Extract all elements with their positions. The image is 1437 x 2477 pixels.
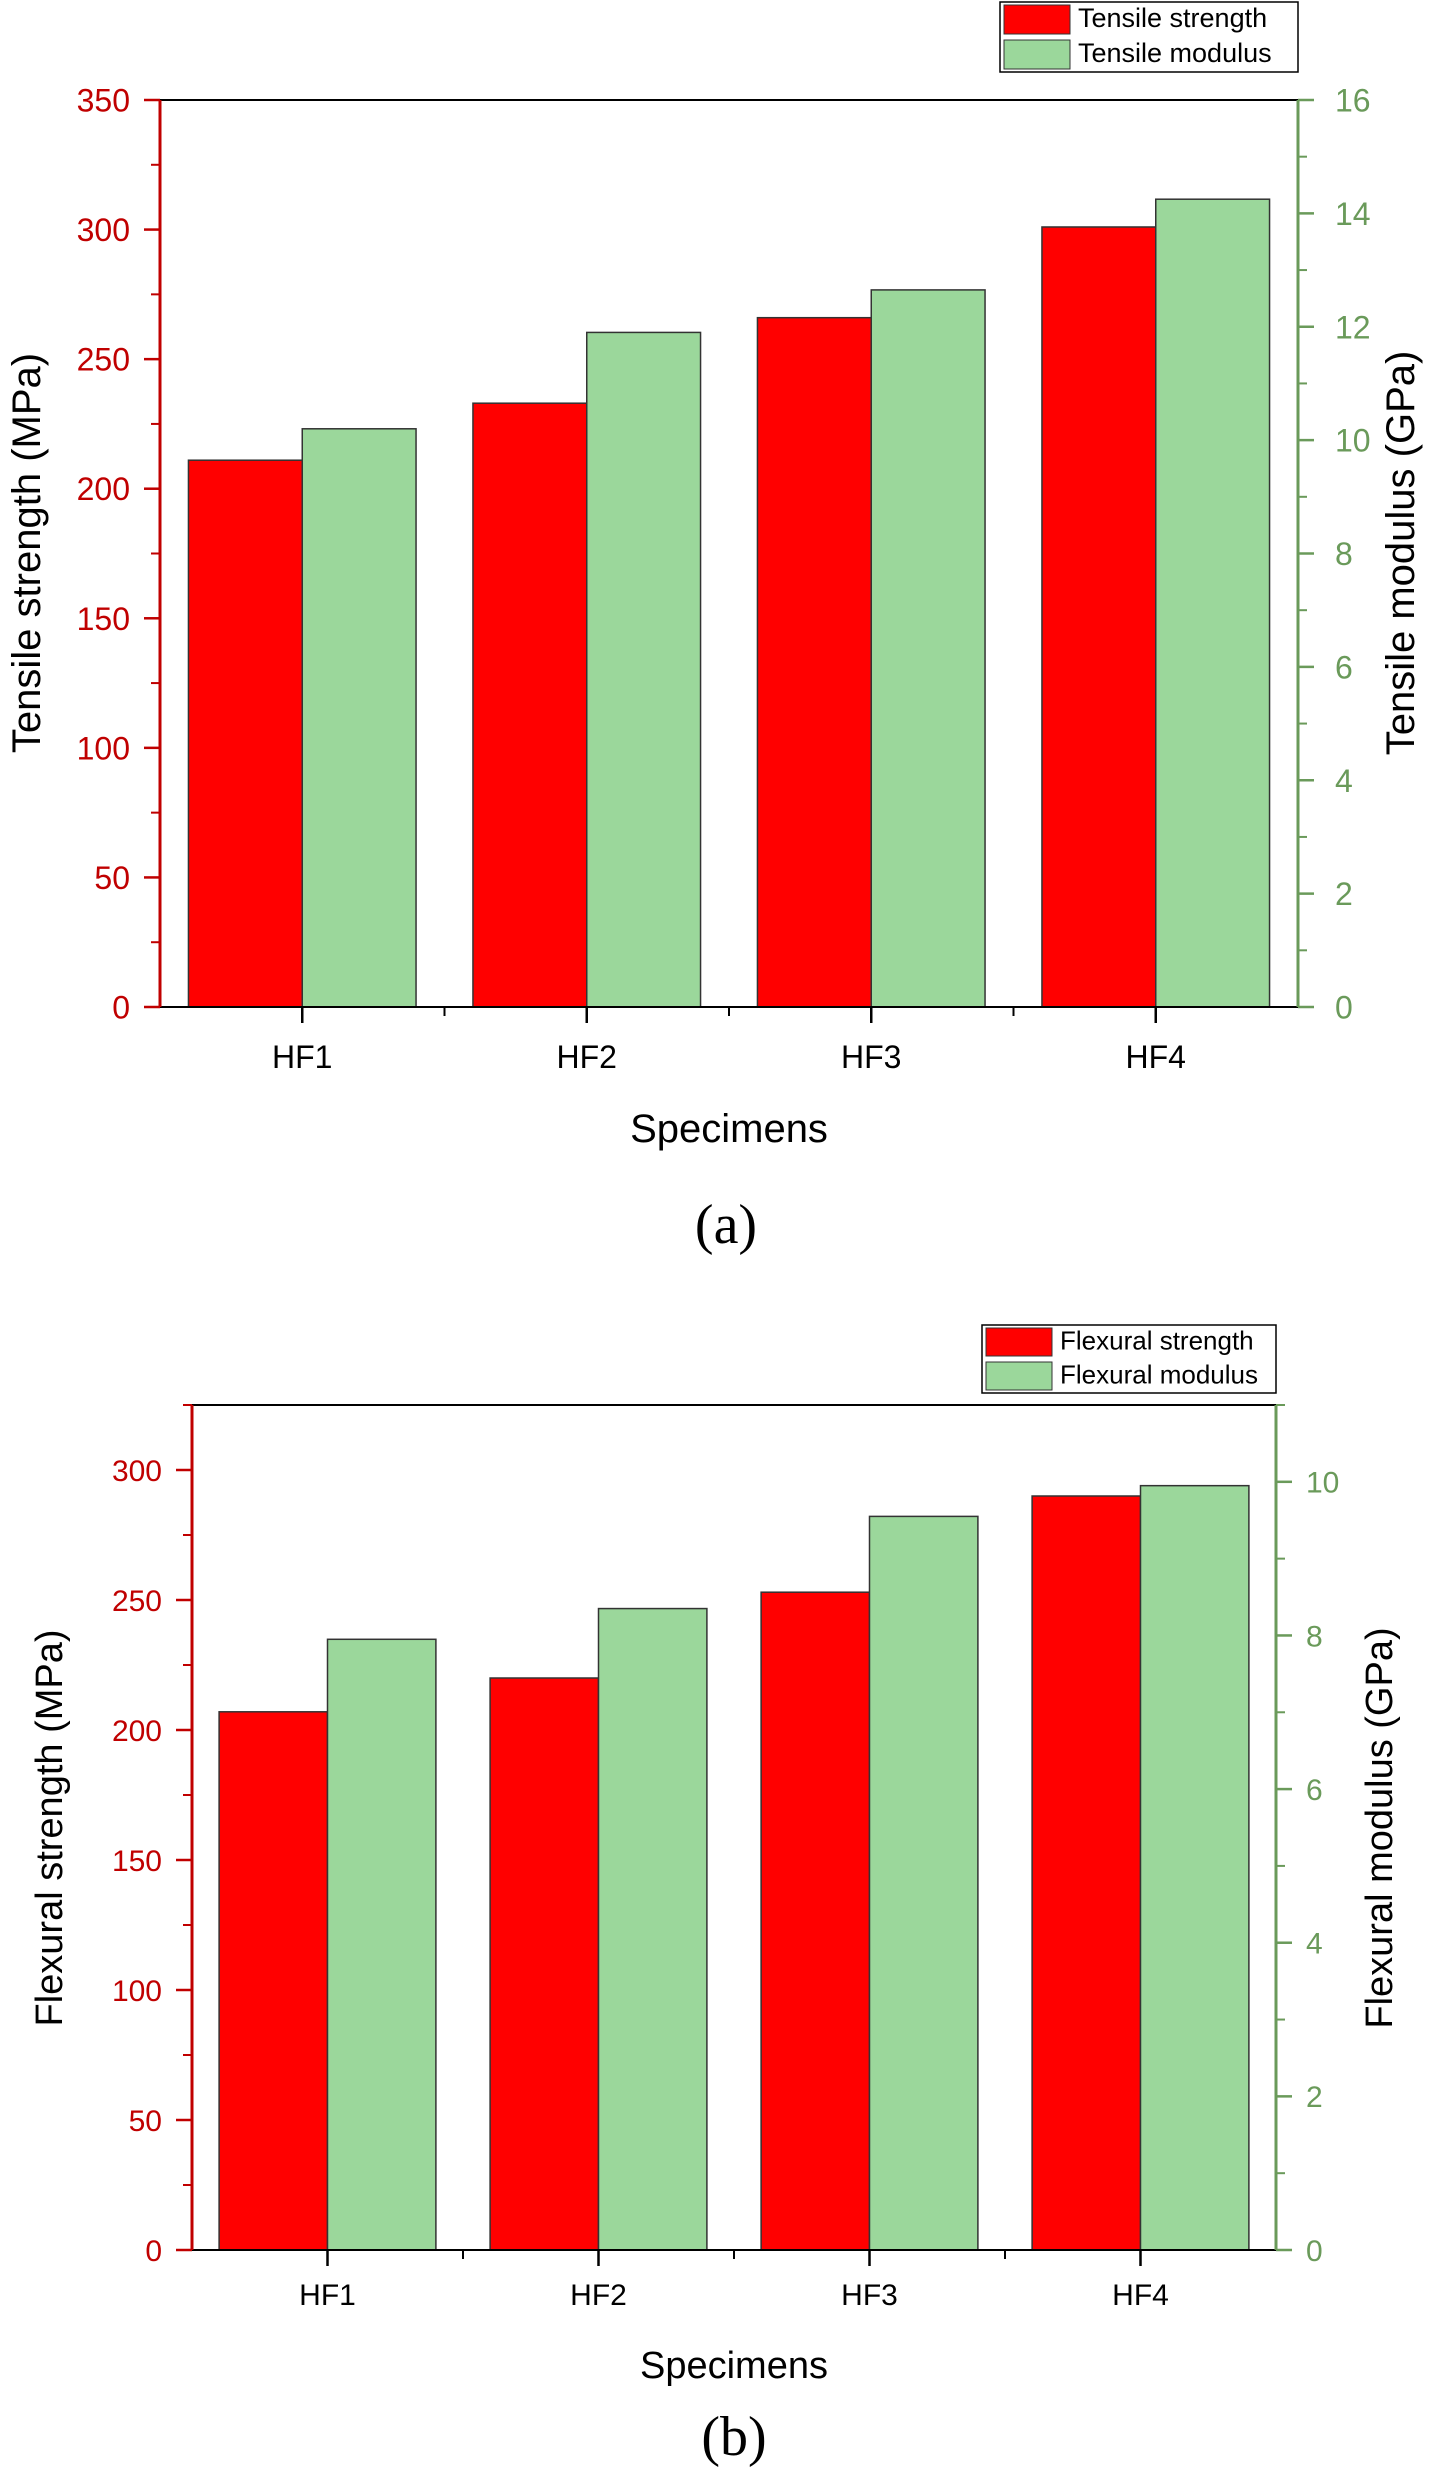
legend-label-flexural-strength: Flexural strength (1060, 1325, 1254, 1355)
bar-flexural-modulus-hf3 (868, 1515, 979, 2251)
legend-label-tensile-strength: Tensile strength (1078, 3, 1267, 33)
right-ticks-group: 0 2 4 6 8 10 12 14 16 (1298, 83, 1371, 1026)
bar-flexural-strength-hf4 (1031, 1495, 1142, 2251)
legend-label-flexural-modulus: Flexural modulus (1060, 1359, 1258, 1389)
right-tick-label: 12 (1335, 309, 1371, 345)
x-tick-label: HF4 (1126, 1039, 1186, 1075)
bar-flexural-modulus-hf1 (326, 1638, 437, 2251)
right-tick-label: 8 (1335, 536, 1353, 572)
right-tick-label: 2 (1306, 2081, 1323, 2114)
right-ticks-group: 0 2 4 6 8 10 (1276, 1404, 1339, 2268)
left-tick-label: 150 (112, 1845, 162, 1878)
right-tick-label: 4 (1335, 763, 1353, 799)
bar-tensile-modulus-hf1 (301, 428, 417, 1008)
right-tick-label: 10 (1335, 423, 1371, 459)
left-tick-label: 350 (77, 83, 130, 119)
right-tick-label: 0 (1335, 990, 1353, 1026)
x-tick-label: HF2 (570, 2279, 627, 2312)
legend: Flexural strength Flexural modulus (981, 1324, 1277, 1394)
legend-swatch-flexural-strength (985, 1327, 1053, 1357)
right-tick-label: 10 (1306, 1467, 1339, 1500)
figure-caption-a: (a) (695, 1194, 757, 1256)
x-tick-label: HF1 (272, 1039, 332, 1075)
left-tick-label: 150 (77, 601, 130, 637)
bar-tensile-strength-hf4 (1041, 226, 1157, 1008)
right-tick-label: 16 (1335, 83, 1371, 119)
y-axis-right-title: Flexural modulus (GPa) (1359, 1627, 1401, 2028)
bar-tensile-strength-hf1 (187, 459, 303, 1008)
left-tick-label: 0 (145, 2235, 162, 2268)
left-tick-label: 50 (129, 2105, 162, 2138)
bar-flexural-modulus-hf2 (597, 1607, 708, 2251)
legend-label-tensile-modulus: Tensile modulus (1078, 38, 1272, 68)
bar-tensile-modulus-hf4 (1155, 198, 1271, 1008)
right-tick-label: 6 (1335, 649, 1353, 685)
x-ticks-group: HF1 HF2 HF3 HF4 (272, 1007, 1186, 1075)
right-tick-label: 4 (1306, 1928, 1323, 1961)
x-ticks-group: HF1 HF2 HF3 HF4 (299, 2250, 1169, 2312)
x-tick-label: HF2 (557, 1039, 617, 1075)
right-tick-label: 8 (1306, 1620, 1323, 1653)
y-axis-left-title: Flexural strength (MPa) (29, 1629, 71, 2026)
bar-flexural-modulus-hf4 (1139, 1484, 1250, 2251)
x-tick-label: HF3 (841, 2279, 898, 2312)
x-axis-title: Specimens (630, 1107, 828, 1151)
left-tick-label: 0 (112, 990, 130, 1026)
left-ticks-group: 0 50 100 150 200 250 300 350 (77, 83, 160, 1026)
y-axis-left-title: Tensile strength (MPa) (5, 353, 49, 753)
right-tick-label: 2 (1335, 876, 1353, 912)
left-ticks-group: 0 50 100 150 200 250 300 (112, 1404, 192, 2268)
left-tick-label: 300 (77, 212, 130, 248)
left-tick-label: 50 (94, 860, 130, 896)
bar-tensile-modulus-hf2 (586, 331, 702, 1008)
figure-caption-b: (b) (701, 2406, 766, 2468)
left-tick-label: 250 (112, 1585, 162, 1618)
x-tick-label: HF4 (1112, 2279, 1169, 2312)
left-tick-label: 250 (77, 342, 130, 378)
legend: Tensile strength Tensile modulus (999, 1, 1299, 73)
bar-flexural-strength-hf1 (218, 1711, 329, 2251)
x-tick-label: HF3 (841, 1039, 901, 1075)
x-tick-label: HF1 (299, 2279, 356, 2312)
bar-flexural-strength-hf3 (760, 1591, 871, 2251)
right-tick-label: 14 (1335, 196, 1371, 232)
bar-flexural-strength-hf2 (489, 1677, 600, 2251)
right-tick-label: 6 (1306, 1774, 1323, 1807)
bar-tensile-strength-hf2 (472, 402, 588, 1008)
y-axis-right-title: Tensile modulus (GPa) (1379, 351, 1423, 756)
bar-tensile-modulus-hf3 (870, 289, 986, 1008)
legend-swatch-tensile-modulus (1003, 39, 1071, 70)
left-tick-label: 200 (112, 1715, 162, 1748)
x-axis-title: Specimens (640, 2345, 828, 2387)
left-tick-label: 200 (77, 471, 130, 507)
bar-tensile-strength-hf3 (756, 316, 873, 1008)
bars-group (218, 1484, 1250, 2251)
legend-swatch-flexural-modulus (985, 1361, 1053, 1391)
bars-group (187, 198, 1271, 1008)
left-tick-label: 100 (77, 730, 130, 766)
legend-swatch-tensile-strength (1003, 4, 1071, 35)
left-tick-label: 100 (112, 1975, 162, 2008)
right-tick-label: 0 (1306, 2235, 1323, 2268)
left-tick-label: 300 (112, 1455, 162, 1488)
